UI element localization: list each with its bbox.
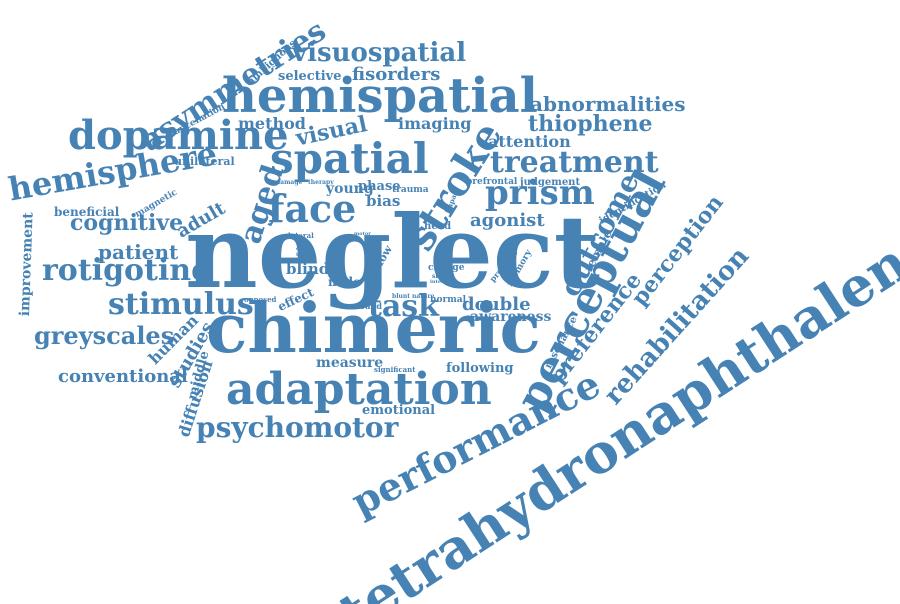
word-unilateral: unilateral — [174, 155, 235, 168]
word-abnormalities: abnormalities — [530, 92, 686, 116]
word-neglect: neglect — [185, 193, 600, 311]
word-following: following — [446, 361, 514, 376]
word-cognitive: cognitive — [70, 210, 184, 236]
word-prism: prism — [485, 173, 595, 213]
word-damage: damage — [276, 179, 303, 186]
word-beneficial: beneficial — [54, 205, 120, 219]
word-trauma: trauma — [392, 185, 429, 195]
word-found: found — [356, 301, 383, 311]
word-agonist: agonist — [470, 210, 545, 231]
word-prefrontal: prefrontal — [466, 177, 518, 187]
word-improvement: improvement — [17, 211, 37, 317]
word-choice: choice — [296, 246, 315, 252]
word-visuospatial: visuospatial — [292, 38, 467, 68]
word-normal: normal — [430, 295, 467, 305]
word-phase: phase — [358, 179, 401, 194]
word-spatial: spatial — [270, 134, 429, 183]
word-show: show — [432, 273, 449, 280]
word-dopamine: dopamine — [68, 112, 289, 159]
word-testing: testing — [296, 252, 316, 258]
word-bias: bias — [366, 192, 401, 210]
word-awareness: awareness — [470, 309, 552, 325]
word-imaging: imaging — [398, 114, 472, 133]
word-young: young — [326, 181, 374, 197]
word-lateral: lateral — [288, 231, 314, 240]
word-judgement: judgement — [520, 177, 581, 188]
word-method: method — [238, 114, 306, 133]
word-head: head — [424, 221, 452, 232]
word-change: change — [428, 263, 465, 273]
word-therapy: therapy — [308, 179, 334, 186]
word-blind: blind — [286, 260, 330, 278]
word-face: face — [268, 186, 357, 231]
word-blunt-nature: blunt nature — [392, 293, 435, 300]
word-treatment: treatment — [490, 145, 659, 180]
word-rotigotine: rotigotine — [42, 253, 211, 288]
word-thiophene: thiophene — [528, 111, 653, 137]
word-attention: attention — [488, 132, 571, 151]
word-measure: measure — [316, 355, 384, 371]
word-task: task — [368, 289, 439, 324]
word-selective: selective — [278, 69, 342, 84]
word-chimeric: chimeric — [206, 289, 541, 369]
word-adaptation: adaptation — [226, 364, 492, 415]
word-hemispatial: hemispatial — [222, 68, 538, 124]
word-motor: motor — [354, 231, 371, 237]
word-greyscales: greyscales — [34, 321, 175, 350]
word-opposed: opposed — [244, 295, 277, 304]
word-conventional: conventional — [58, 366, 188, 387]
word-fisorders: fisorders — [352, 64, 441, 85]
word-stimulus: stimulus — [108, 287, 254, 322]
word-psychomotor: psychomotor — [196, 411, 399, 444]
word-interior: interior — [430, 279, 452, 285]
word-significant: significant — [374, 365, 416, 374]
word-double: double — [462, 294, 531, 315]
word-patient: patient — [98, 240, 179, 264]
word-male: male — [328, 275, 361, 289]
word-emotional: emotional — [362, 403, 436, 418]
